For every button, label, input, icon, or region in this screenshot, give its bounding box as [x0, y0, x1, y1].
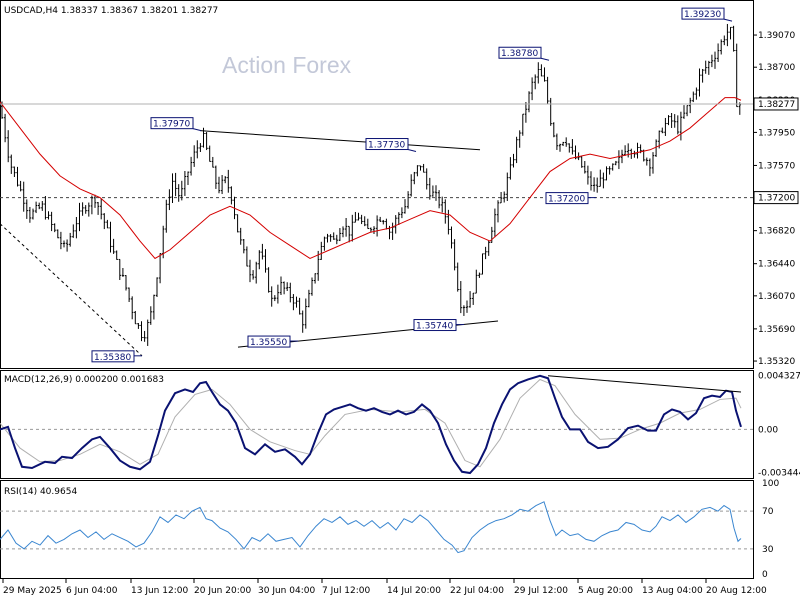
- price-tick-label: 1.35320: [758, 357, 795, 367]
- annotation-box: [681, 7, 725, 20]
- time-tick-label: 5 Aug 20:00: [578, 586, 633, 596]
- annotation-label: 1.35550: [250, 338, 287, 348]
- rsi-tick-label: 70: [762, 507, 774, 517]
- price-tick-label: 1.37950: [758, 128, 795, 138]
- time-tick-label: 29 Jul 12:00: [514, 586, 568, 596]
- time-tick-label: 6 Jun 04:00: [66, 586, 118, 596]
- time-tick-label: 13 Jun 12:00: [131, 586, 188, 596]
- macd-trendline: [547, 375, 742, 393]
- current-price-label: 1.38277: [758, 100, 795, 110]
- time-tick-label: 22 Jul 04:00: [450, 586, 504, 596]
- price-series: [0, 23, 741, 346]
- rsi-title: RSI(14) 40.9654: [4, 487, 77, 497]
- rsi-line: [0, 501, 742, 554]
- chart-frame: [0, 0, 754, 579]
- macd-tick-label: 0.00: [758, 425, 778, 435]
- macd-line: [0, 374, 742, 475]
- annotation-connector: [407, 149, 417, 153]
- price-tick-label: 1.38700: [758, 63, 795, 73]
- price-annotations: 1.35380 1.37970 1.37730 1.35550 1.35740 1.387…: [91, 7, 733, 363]
- time-tick-label: 14 Jul 20:00: [387, 586, 441, 596]
- rsi-tick-label: 0: [762, 570, 768, 580]
- annotation-label: 1.35380: [94, 353, 131, 363]
- annotation-label: 1.35740: [416, 322, 453, 332]
- annotation-label: 1.38780: [501, 49, 538, 59]
- time-tick-label: 13 Aug 04:00: [642, 586, 703, 596]
- annotation-box: [150, 117, 194, 130]
- annotation-connector: [723, 18, 733, 22]
- macd-title: MACD(12,26,9) 0.000200 0.001683: [4, 375, 164, 385]
- watermark-text: Action Forex: [222, 52, 352, 78]
- price-tick-label: 1.36820: [758, 227, 795, 237]
- rsi-tick-label: 30: [762, 545, 774, 555]
- price-tick-label: 1.36070: [758, 292, 795, 302]
- annotation-label: 1.37970: [153, 120, 190, 130]
- annotation-label: 1.37200: [548, 195, 585, 205]
- time-tick-label: 30 Jun 04:00: [258, 586, 315, 596]
- time-tick-label: 7 Jul 12:00: [322, 586, 371, 596]
- current-price-marker: 1.38277: [0, 97, 799, 111]
- time-tick-label: 20 Jun 20:00: [194, 586, 251, 596]
- reference-lines: 1.37200: [0, 191, 799, 205]
- trendline-2: [0, 223, 143, 357]
- price-tick-label: 1.37570: [758, 161, 795, 171]
- macd-tick-label: 0.004327: [758, 371, 800, 381]
- rsi-tick-label: 100: [762, 479, 779, 489]
- price-chart-title: USDCAD,H4 1.38337 1.38367 1.38201 1.3827…: [4, 6, 218, 16]
- support-level-label: 1.37200: [758, 194, 795, 204]
- moving-average-line: [0, 97, 742, 260]
- time-tick-label: 20 Aug 12:00: [706, 586, 767, 596]
- macd-signal-line: [0, 378, 742, 468]
- time-tick-label: 29 May 2025: [3, 586, 62, 596]
- time-axis: 29 May 2025 6 Jun 04:00 13 Jun 12:00 20 Jun…: [2, 579, 767, 596]
- support-level-box: [753, 191, 799, 205]
- price-tick-label: 1.35690: [758, 325, 795, 335]
- price-tick-label: 1.39070: [758, 31, 795, 41]
- annotation-label: 1.39230: [684, 10, 721, 20]
- annotation-label: 1.37730: [368, 141, 405, 151]
- trendline-0: [199, 130, 481, 151]
- annotation-connector: [540, 57, 550, 61]
- annotation-box: [365, 138, 409, 151]
- macd-axis: 0.004327 0.00 -0.003444: [0, 371, 800, 478]
- macd-tick-label: -0.003444: [758, 468, 800, 478]
- annotation-connector: [192, 128, 202, 132]
- price-tick-label: 1.36440: [758, 260, 795, 270]
- rsi-axis: 100 70 30 0: [0, 479, 779, 580]
- annotation-box: [498, 46, 542, 59]
- current-price-box: [753, 97, 799, 111]
